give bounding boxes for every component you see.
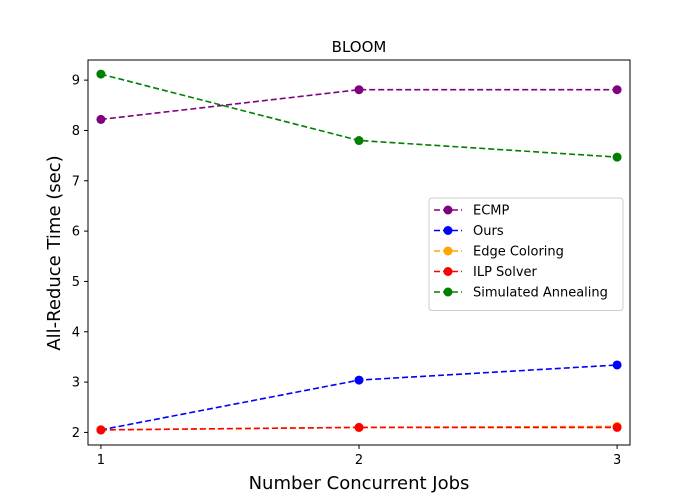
x-axis-title: Number Concurrent Jobs: [249, 473, 470, 494]
data-point-4-2: [612, 152, 622, 162]
legend-item-4: Simulated Annealing: [434, 286, 608, 301]
data-point-1-2: [612, 360, 622, 370]
plot-area: [96, 69, 622, 435]
axes: 1 2 3 2 3 4 5 6 7 8 9: [72, 59, 631, 468]
legend-item-3: ILP Solver: [434, 265, 538, 280]
x-tick-label-1: 2: [355, 453, 363, 468]
data-point-0-1: [354, 85, 364, 95]
legend-item-0: ECMP: [434, 204, 510, 219]
series-line-3: [100, 426, 618, 431]
legend-swatch-marker-0: [443, 205, 453, 215]
series-3: [96, 422, 622, 435]
x-tick-label-2: 3: [613, 453, 621, 468]
data-point-4-1: [354, 136, 364, 146]
legend-label-2: Edge Coloring: [473, 245, 564, 260]
legend: ECMP Ours Edge Coloring ILP Solver Simulated…: [428, 197, 624, 311]
data-point-0-0: [96, 114, 106, 124]
y-axis-title: All-Reduce Time (sec): [44, 155, 65, 350]
data-point-3-1: [354, 422, 364, 432]
y-tick-label-5: 7: [72, 174, 80, 189]
legend-box: [428, 197, 624, 311]
data-point-0-2: [612, 85, 622, 95]
y-tick-label-0: 2: [72, 426, 80, 441]
legend-label-3: ILP Solver: [473, 265, 538, 280]
legend-swatch-marker-4: [443, 287, 453, 297]
legend-label-1: Ours: [473, 224, 504, 239]
y-tick-label-7: 9: [72, 74, 80, 89]
data-point-3-0: [96, 425, 106, 435]
y-tick-label-3: 5: [72, 275, 80, 290]
legend-swatch-marker-1: [443, 226, 453, 235]
y-tick-label-6: 8: [72, 124, 80, 139]
y-tick-label-2: 4: [72, 325, 80, 340]
x-tick-label-0: 1: [97, 453, 105, 468]
legend-label-0: ECMP: [473, 204, 510, 219]
series-0: [96, 85, 622, 124]
legend-swatch-marker-2: [443, 246, 453, 256]
series-4: [96, 69, 622, 162]
legend-item-1: Ours: [434, 224, 504, 239]
data-point-4-0: [96, 69, 106, 79]
data-point-3-2: [612, 422, 622, 432]
legend-label-4: Simulated Annealing: [473, 286, 608, 301]
series-line-0: [100, 88, 618, 121]
y-tick-label-4: 6: [72, 225, 80, 240]
y-tick-label-1: 3: [72, 376, 80, 391]
legend-swatch-marker-3: [443, 267, 453, 276]
legend-item-2: Edge Coloring: [434, 245, 564, 260]
data-point-1-1: [354, 375, 364, 385]
chart-title: BLOOM: [332, 38, 387, 56]
